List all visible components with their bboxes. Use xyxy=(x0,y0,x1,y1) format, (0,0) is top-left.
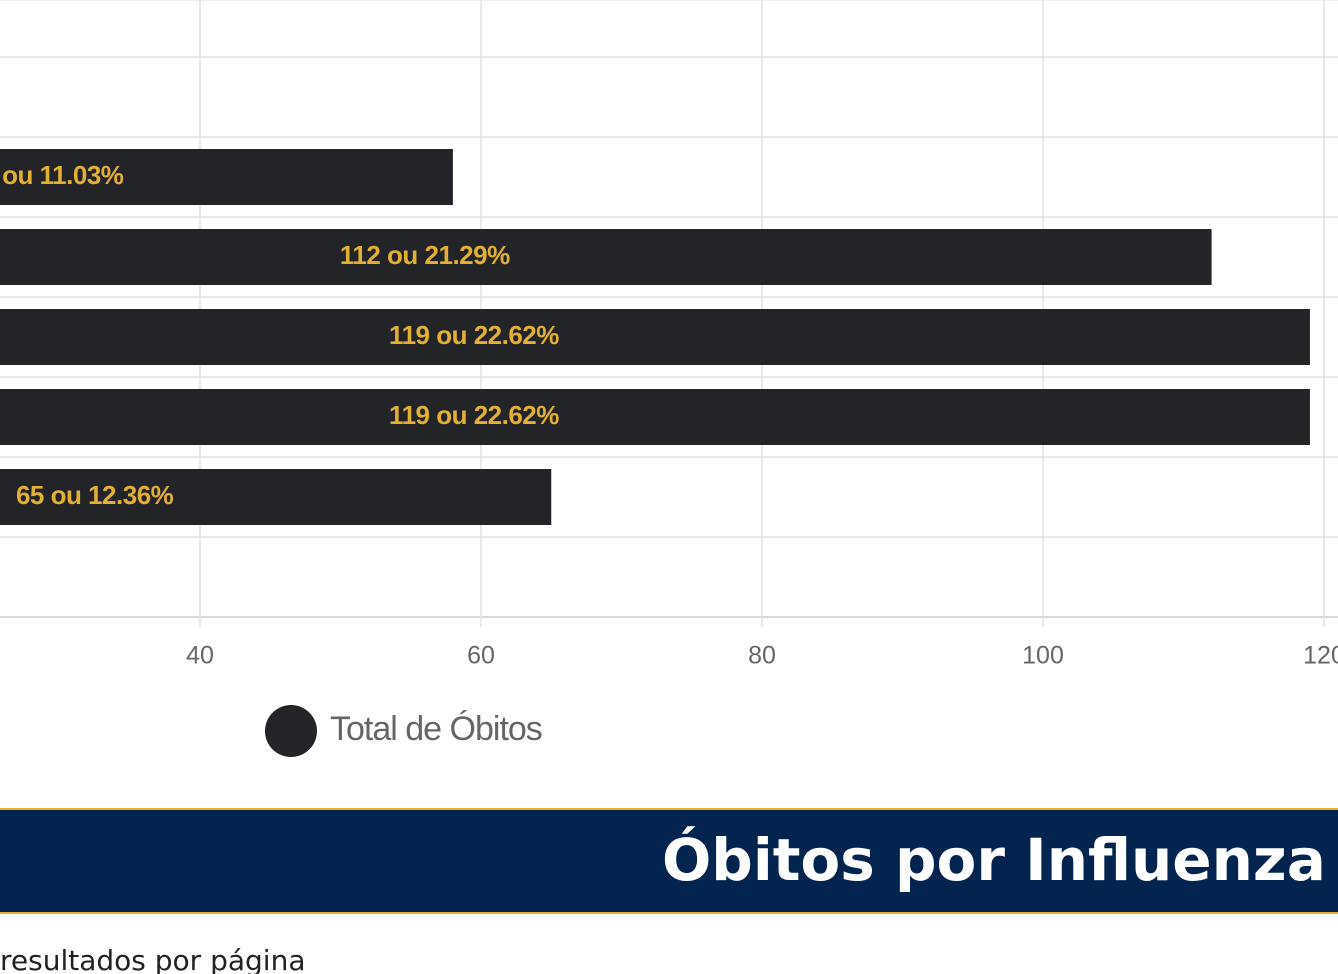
x-tick-label: 60 xyxy=(467,642,495,670)
value-label: 119 ou 22.62% xyxy=(389,320,559,350)
chart: 02040608010012058 ou 11.03%112 ou 21.29%… xyxy=(0,0,1338,757)
footer-text: resultados por página xyxy=(0,944,306,974)
value-label: 58 ou 11.03% xyxy=(0,160,124,190)
bar xyxy=(0,469,552,525)
x-tick-label: 80 xyxy=(748,642,776,670)
bar xyxy=(0,389,1310,445)
section-title: Óbitos por Influenza C xyxy=(662,826,1338,894)
bar xyxy=(0,309,1310,365)
value-label: 65 ou 12.36% xyxy=(16,480,174,510)
section-header: Óbitos por Influenza C xyxy=(0,808,1338,914)
legend-marker xyxy=(265,705,317,757)
value-label: 112 ou 21.29% xyxy=(340,240,510,270)
x-tick-label: 100 xyxy=(1022,642,1064,670)
bar xyxy=(0,149,453,205)
x-tick-label: 40 xyxy=(186,642,214,670)
x-tick-label: 120 xyxy=(1303,642,1338,670)
bar xyxy=(0,229,1212,285)
legend-label: Total de Óbitos xyxy=(330,710,542,748)
value-label: 119 ou 22.62% xyxy=(389,400,559,430)
